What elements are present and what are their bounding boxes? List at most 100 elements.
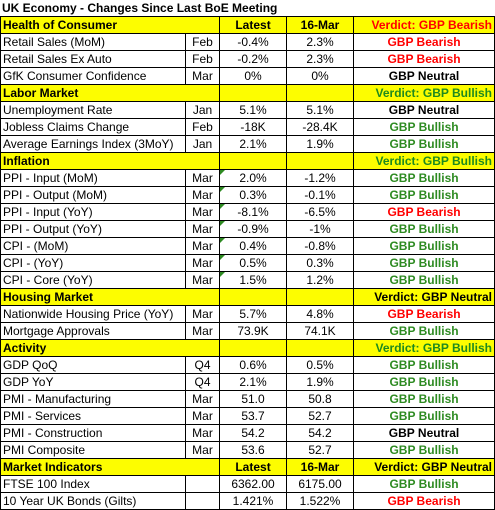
- period-cell: Feb: [184, 118, 221, 136]
- table-row: CPI - (MoM) Mar 0.4% -0.8% GBP Bullish: [0, 237, 495, 255]
- indicator-label: Jobless Claims Change: [0, 118, 186, 136]
- col-header-previous: [286, 288, 355, 306]
- signal-cell: GBP Bullish: [353, 169, 495, 187]
- signal-cell: GBP Bearish: [353, 33, 495, 51]
- section-header-row: Inflation Verdict: GBP Bullish: [0, 152, 495, 170]
- indicator-label: Unemployment Rate: [0, 101, 186, 119]
- table-row: FTSE 100 Index 6362.00 6175.00 GBP Bullish: [0, 475, 495, 493]
- section-header-row: Activity Verdict: GBP Bullish: [0, 339, 495, 357]
- table-row: 10 Year UK Bonds (Gilts) 1.421% 1.522% GBP …: [0, 492, 495, 510]
- signal-cell: GBP Bullish: [353, 407, 495, 425]
- signal-cell: GBP Bullish: [353, 271, 495, 289]
- latest-value: 53.7: [219, 407, 288, 425]
- table-row: PPI - Output (YoY) Mar -0.9% -1% GBP Bullish: [0, 220, 495, 238]
- latest-value: 53.6: [219, 441, 288, 459]
- latest-value: 5.7%: [219, 305, 288, 323]
- indicator-label: Retail Sales (MoM): [0, 33, 186, 51]
- latest-value: 54.2: [219, 424, 288, 442]
- table-row: Jobless Claims Change Feb -18K -28.4K GBP Bu…: [0, 118, 495, 136]
- latest-value: 2.0%: [219, 169, 288, 187]
- indicator-label: PMI Composite: [0, 441, 186, 459]
- previous-value: 2.3%: [286, 33, 355, 51]
- section-name: Health of Consumer: [0, 16, 221, 34]
- table-row: PMI - Manufacturing Mar 51.0 50.8 GBP Bullis…: [0, 390, 495, 408]
- table-row: Retail Sales Ex Auto Feb -0.2% 2.3% GBP Bear…: [0, 50, 495, 68]
- signal-cell: GBP Bullish: [353, 441, 495, 459]
- table-row: PMI Composite Mar 53.6 52.7 GBP Bullish: [0, 441, 495, 459]
- latest-value: -0.4%: [219, 33, 288, 51]
- section-verdict: Verdict: GBP Bullish: [353, 84, 495, 102]
- indicator-table: Health of Consumer Latest 16-Mar Verdict: G…: [0, 16, 495, 510]
- col-header-previous: [286, 339, 355, 357]
- period-cell: Jan: [184, 101, 221, 119]
- period-cell: Mar: [184, 169, 221, 187]
- signal-cell: GBP Bullish: [353, 118, 495, 136]
- period-cell: Mar: [184, 67, 221, 85]
- col-header-latest: Latest: [219, 458, 288, 476]
- previous-value: 52.7: [286, 441, 355, 459]
- section-name: Labor Market: [0, 84, 221, 102]
- latest-value: -8.1%: [219, 203, 288, 221]
- period-cell: Mar: [184, 390, 221, 408]
- previous-value: 52.7: [286, 407, 355, 425]
- previous-value: 1.9%: [286, 373, 355, 391]
- section-header-row: Health of Consumer Latest 16-Mar Verdict: G…: [0, 16, 495, 34]
- section-verdict: Verdict: GBP Neutral: [353, 458, 495, 476]
- indicator-label: PPI - Input (MoM): [0, 169, 186, 187]
- period-cell: Mar: [184, 441, 221, 459]
- section-name: Housing Market: [0, 288, 221, 306]
- signal-cell: GBP Bullish: [353, 356, 495, 374]
- signal-cell: GBP Bullish: [353, 373, 495, 391]
- section-name: Activity: [0, 339, 221, 357]
- col-header-latest: [219, 84, 288, 102]
- latest-value: 5.1%: [219, 101, 288, 119]
- previous-value: 5.1%: [286, 101, 355, 119]
- indicator-label: Nationwide Housing Price (YoY): [0, 305, 186, 323]
- table-row: GDP QoQ Q4 0.6% 0.5% GBP Bullish: [0, 356, 495, 374]
- section-verdict: Verdict: GBP Neutral: [353, 288, 495, 306]
- indicator-label: Mortgage Approvals: [0, 322, 186, 340]
- section-verdict: Verdict: GBP Bearish: [353, 16, 495, 34]
- period-cell: Mar: [184, 237, 221, 255]
- indicator-label: PPI - Input (YoY): [0, 203, 186, 221]
- latest-value: 0%: [219, 67, 288, 85]
- latest-value: 0.6%: [219, 356, 288, 374]
- latest-value: 73.9K: [219, 322, 288, 340]
- latest-value: 0.4%: [219, 237, 288, 255]
- period-cell: Mar: [184, 305, 221, 323]
- previous-value: 0.3%: [286, 254, 355, 272]
- latest-value: -18K: [219, 118, 288, 136]
- indicator-label: PMI - Construction: [0, 424, 186, 442]
- section-name: Market Indicators: [0, 458, 221, 476]
- period-cell: Mar: [184, 322, 221, 340]
- indicator-label: CPI - (MoM): [0, 237, 186, 255]
- table-row: PMI - Services Mar 53.7 52.7 GBP Bullish: [0, 407, 495, 425]
- latest-value: 2.1%: [219, 373, 288, 391]
- table-row: GDP YoY Q4 2.1% 1.9% GBP Bullish: [0, 373, 495, 391]
- signal-cell: GBP Bullish: [353, 254, 495, 272]
- signal-cell: GBP Bearish: [353, 305, 495, 323]
- indicator-label: 10 Year UK Bonds (Gilts): [0, 492, 186, 510]
- latest-value: 6362.00: [219, 475, 288, 493]
- latest-value: 51.0: [219, 390, 288, 408]
- period-cell: Feb: [184, 50, 221, 68]
- signal-cell: GBP Neutral: [353, 67, 495, 85]
- signal-cell: GBP Bullish: [353, 135, 495, 153]
- period-cell: Mar: [184, 220, 221, 238]
- section-name: Inflation: [0, 152, 221, 170]
- indicator-label: CPI - (YoY): [0, 254, 186, 272]
- col-header-previous: 16-Mar: [286, 458, 355, 476]
- period-cell: Mar: [184, 254, 221, 272]
- previous-value: 1.9%: [286, 135, 355, 153]
- period-cell: Mar: [184, 186, 221, 204]
- previous-value: -6.5%: [286, 203, 355, 221]
- previous-value: 54.2: [286, 424, 355, 442]
- previous-value: -28.4K: [286, 118, 355, 136]
- col-header-previous: 16-Mar: [286, 16, 355, 34]
- period-cell: Mar: [184, 271, 221, 289]
- latest-value: 0.5%: [219, 254, 288, 272]
- latest-value: -0.9%: [219, 220, 288, 238]
- signal-cell: GBP Bearish: [353, 492, 495, 510]
- indicator-label: Average Earnings Index (3MoY): [0, 135, 186, 153]
